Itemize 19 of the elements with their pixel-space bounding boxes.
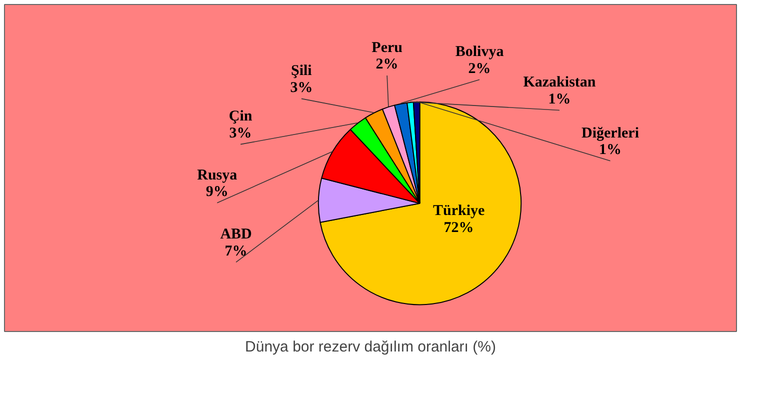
slice-label: Şili — [291, 63, 312, 80]
data-label: 9% — [206, 184, 228, 200]
data-label: 3% — [229, 125, 252, 142]
slice-label: Kazakistan — [523, 74, 596, 91]
data-label: 2% — [376, 56, 398, 73]
slice-label: Peru — [372, 40, 402, 56]
data-label: 72% — [444, 220, 474, 236]
data-label: 1% — [548, 91, 571, 108]
slice-label: Türkiye — [432, 203, 485, 220]
slice-label: Çin — [228, 108, 253, 125]
slice-label: Diğerleri — [582, 125, 639, 142]
data-label: 3% — [290, 80, 313, 96]
text: Dünya bor rezerv dağılım oranları (%) — [245, 338, 496, 356]
data-label: 1% — [599, 142, 622, 158]
slice-label: Rusya — [197, 167, 238, 184]
data-label: 7% — [224, 243, 248, 260]
slice-label: Bolivya — [455, 44, 504, 60]
slice-label: ABD — [220, 226, 252, 243]
data-label: 2% — [468, 60, 491, 77]
